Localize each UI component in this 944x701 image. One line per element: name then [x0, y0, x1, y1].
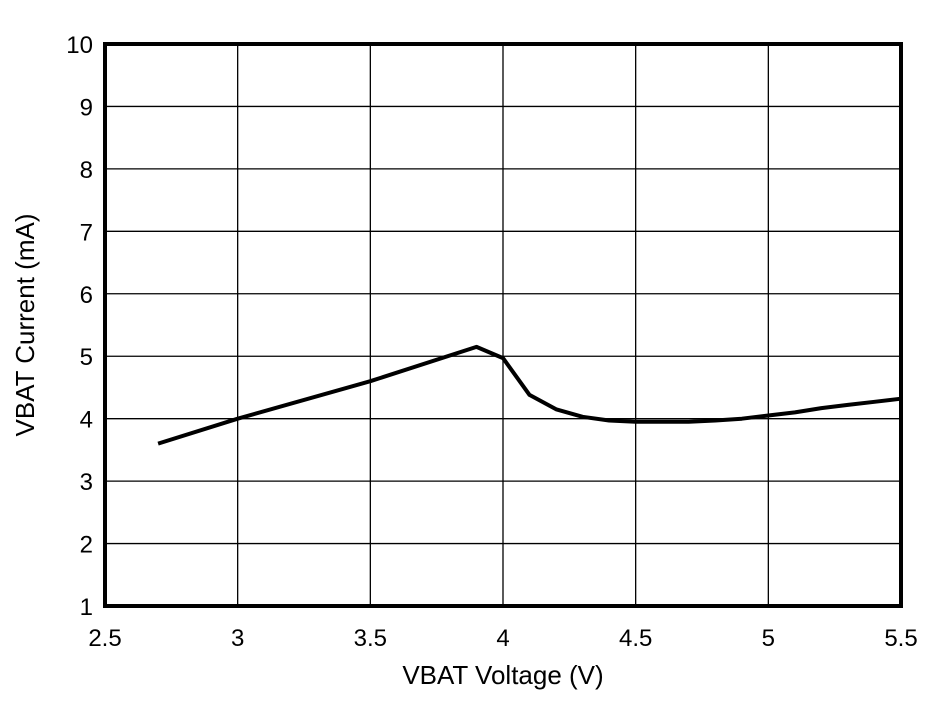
x-tick-label: 3.5: [354, 625, 387, 652]
y-tick-label: 9: [80, 94, 93, 121]
y-axis-title: VBAT Current (mA): [10, 214, 40, 437]
y-tick-label: 5: [80, 344, 93, 371]
y-tick-label: 2: [80, 532, 93, 559]
x-tick-label: 2.5: [88, 625, 121, 652]
y-tick-label: 6: [80, 282, 93, 309]
vbat-current-line: [157, 344, 902, 446]
x-axis-tick-labels: 2.5 3 3.5 4 4.5 5 5.5: [88, 625, 917, 652]
x-tick-label: 4: [496, 625, 509, 652]
x-tick-label: 5: [762, 625, 775, 652]
plot-area-frame: [103, 42, 903, 608]
y-axis-tick-labels: 1 2 3 4 5 6 7 8 9 10: [66, 32, 93, 621]
x-axis-title: VBAT Voltage (V): [402, 660, 603, 690]
y-tick-label: 3: [80, 469, 93, 496]
y-tick-label: 10: [66, 32, 93, 59]
x-tick-label: 3: [231, 625, 244, 652]
grid-lines: [104, 43, 902, 607]
y-tick-label: 1: [80, 594, 93, 621]
y-tick-label: 7: [80, 219, 93, 246]
x-tick-label: 5.5: [884, 625, 917, 652]
x-tick-label: 4.5: [619, 625, 652, 652]
y-tick-label: 4: [80, 407, 93, 434]
y-tick-label: 8: [80, 157, 93, 184]
